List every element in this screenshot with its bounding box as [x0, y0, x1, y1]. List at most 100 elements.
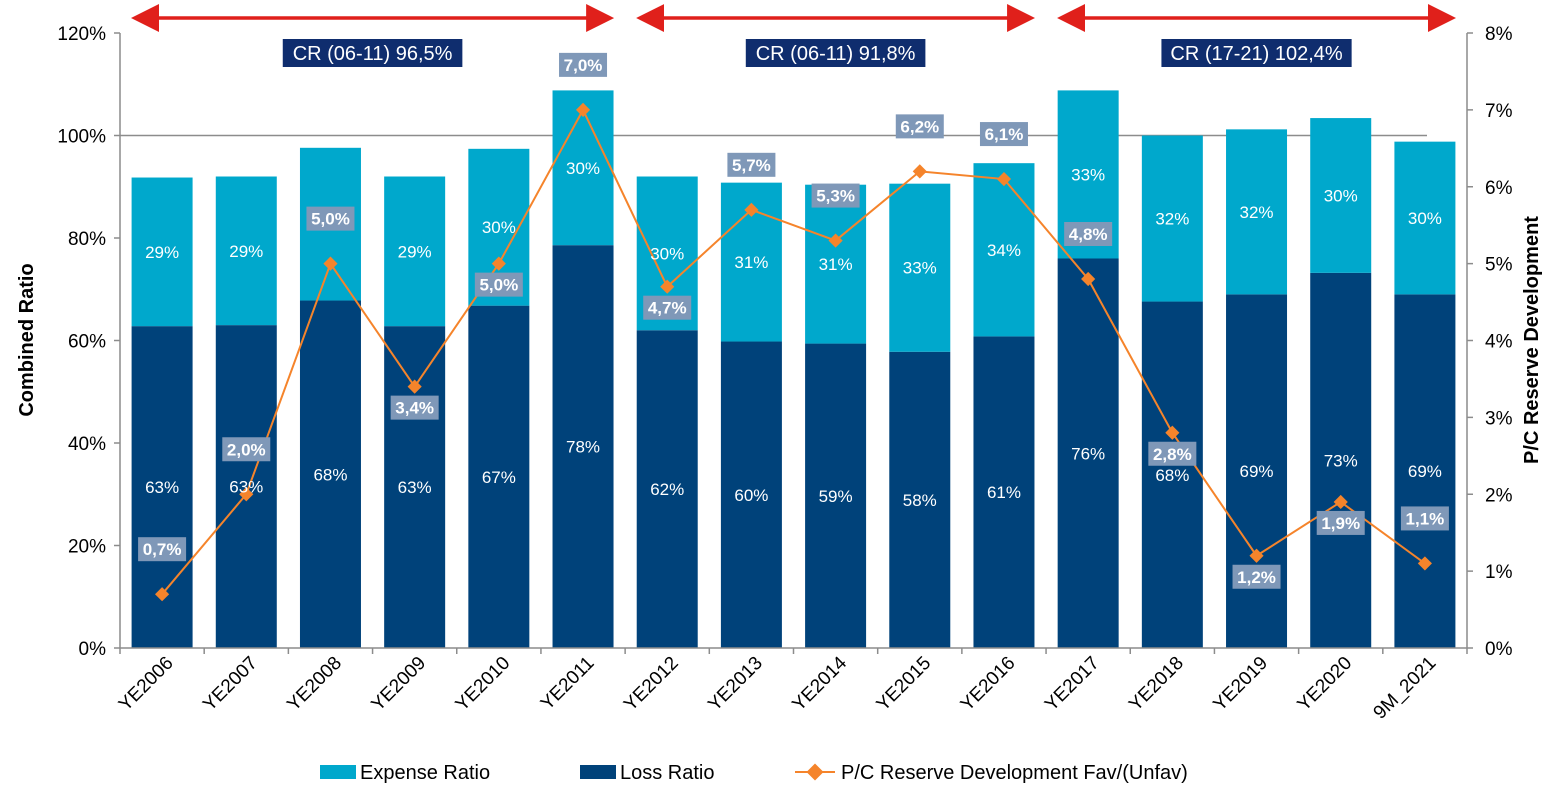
reserve-development-marker	[912, 164, 927, 179]
expense-ratio-bar	[889, 183, 951, 352]
reserve-development-label: 3,4%	[395, 399, 434, 418]
loss-ratio-label: 78%	[566, 438, 600, 457]
loss-ratio-bar	[1310, 272, 1372, 648]
expense-ratio-label: 33%	[903, 259, 937, 278]
reserve-label-box	[1148, 441, 1197, 466]
loss-ratio-label: 68%	[1155, 466, 1189, 485]
expense-ratio-bar	[131, 177, 193, 327]
reserve-development-marker	[660, 279, 675, 294]
y-tick-label: 40%	[68, 434, 106, 455]
x-category-label: YE2009	[368, 653, 431, 716]
legend-label-expense: Expense Ratio	[360, 762, 490, 784]
expense-ratio-label: 33%	[1071, 165, 1105, 184]
x-category-label: YE2013	[704, 653, 767, 716]
loss-ratio-bar	[805, 343, 867, 648]
y2-tick-label: 0%	[1485, 639, 1513, 660]
reserve-development-label: 5,0%	[311, 210, 350, 229]
reserve-label-box	[895, 114, 944, 139]
loss-ratio-bar	[720, 341, 782, 648]
y-tick-label: 100%	[57, 127, 106, 148]
expense-ratio-label: 29%	[145, 243, 179, 262]
expense-ratio-label: 30%	[1408, 209, 1442, 228]
loss-ratio-bar	[299, 300, 361, 648]
expense-ratio-label: 29%	[398, 242, 432, 261]
reserve-label-box	[390, 395, 439, 420]
expense-ratio-label: 31%	[734, 253, 768, 272]
expense-ratio-label: 30%	[482, 218, 516, 237]
y2-tick-label: 3%	[1485, 408, 1513, 429]
y-tick-label: 60%	[68, 332, 106, 353]
reserve-development-label: 2,0%	[227, 440, 266, 459]
reserve-development-marker	[996, 171, 1012, 187]
y2-axis-title: P/C Reserve Development	[1521, 216, 1543, 464]
expense-ratio-label: 32%	[1155, 210, 1189, 229]
expense-ratio-bar	[1394, 141, 1456, 295]
labels-layer: 63% 29% 63% 29% 68% 30% 63% 29% 67% 30% 78% 30% 62% 3…	[138, 52, 1449, 589]
loss-ratio-label: 58%	[903, 491, 937, 510]
expense-ratio-bar	[384, 176, 446, 327]
x-category-label: YE2016	[957, 653, 1020, 716]
reserve-label-box	[727, 152, 776, 177]
reserve-development-label: 4,8%	[1069, 225, 1108, 244]
reserve-development-marker	[1249, 548, 1264, 563]
legend: Expense Ratio Loss Ratio P/C Reserve Dev…	[320, 762, 1188, 784]
reserve-development-label: 2,8%	[1153, 445, 1192, 464]
y-tick-label: 80%	[68, 229, 106, 250]
reserve-label-box	[811, 183, 860, 208]
y2-tick-label: 2%	[1485, 485, 1513, 506]
reserve-development-label: 1,2%	[1237, 568, 1276, 587]
reserve-development-marker	[1081, 271, 1096, 287]
loss-ratio-label: 63%	[145, 478, 179, 497]
expense-ratio-label: 34%	[987, 241, 1021, 260]
legend-label-loss: Loss Ratio	[620, 762, 715, 784]
x-category-label: YE2010	[452, 653, 515, 716]
legend-label-reserve: P/C Reserve Development Fav/(Unfav)	[841, 762, 1188, 784]
y2-tick-label: 7%	[1485, 101, 1513, 122]
loss-ratio-label: 61%	[987, 483, 1021, 502]
period-label: CR (06-11) 96,5%	[293, 43, 453, 65]
x-category-label: YE2018	[1125, 653, 1188, 716]
loss-ratio-bar	[1394, 294, 1456, 648]
periods-layer: CR (06-11) 96,5% CR (06-11) 91,8% CR (17-2…	[131, 4, 1456, 67]
loss-ratio-bar	[215, 325, 277, 648]
reserve-development-marker	[744, 202, 759, 217]
reserve-label-box	[979, 122, 1028, 147]
x-category-label: YE2007	[199, 653, 262, 716]
expense-ratio-bar	[805, 184, 867, 344]
loss-ratio-label: 68%	[313, 465, 347, 484]
loss-ratio-label: 60%	[734, 486, 768, 505]
x-category-label: YE2019	[1209, 653, 1272, 716]
reserve-label-box	[222, 437, 271, 462]
legend-swatch-expense	[320, 765, 356, 779]
y-axis-title: Combined Ratio	[16, 263, 38, 416]
bars-layer	[131, 90, 1456, 649]
reserve-label-box	[306, 206, 355, 231]
reserve-development-marker	[1333, 494, 1348, 510]
loss-ratio-bar	[1226, 294, 1288, 648]
period-label-box	[282, 39, 463, 67]
expense-ratio-bar	[1226, 129, 1288, 295]
y-tick-label: 0%	[79, 639, 107, 660]
reserve-development-marker	[491, 256, 506, 271]
legend-swatch-loss	[580, 765, 616, 779]
loss-ratio-label: 76%	[1071, 444, 1105, 463]
reserve-development-marker	[828, 233, 843, 248]
reserve-label-box	[1064, 222, 1113, 246]
loss-ratio-label: 69%	[1240, 462, 1274, 481]
loss-ratio-label: 59%	[819, 487, 853, 506]
period-label: CR (06-11) 91,8%	[756, 43, 916, 65]
y2-tick-label: 1%	[1485, 562, 1513, 583]
loss-ratio-label: 67%	[482, 468, 516, 487]
loss-ratio-label: 69%	[1408, 462, 1442, 481]
expense-ratio-label: 29%	[229, 242, 263, 261]
reserve-development-marker	[407, 379, 422, 394]
loss-ratio-bar	[552, 245, 614, 649]
expense-ratio-label: 32%	[1240, 203, 1274, 222]
reserve-development-label: 7,0%	[564, 56, 603, 75]
loss-ratio-bar	[889, 351, 951, 648]
period-label-box	[745, 39, 926, 67]
reserve-development-marker	[575, 102, 591, 117]
reserve-line-layer	[155, 102, 1432, 602]
expense-ratio-label: 30%	[1324, 186, 1358, 205]
